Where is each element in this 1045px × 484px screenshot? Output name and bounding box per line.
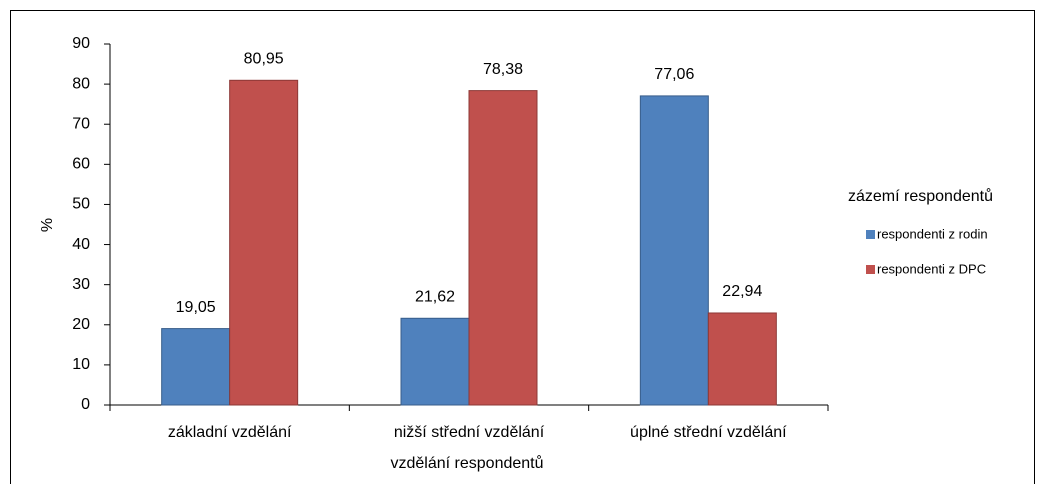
value-label: 22,94: [722, 283, 762, 300]
y-tick-label: 70: [72, 115, 90, 132]
legend-swatch: [866, 230, 875, 239]
x-tick-label: nižší střední vzdělání: [394, 424, 545, 441]
legend-label: respondenti z rodin: [877, 226, 988, 241]
y-tick-label: 80: [72, 75, 90, 92]
y-tick-label: 30: [72, 276, 90, 293]
y-tick-label: 40: [72, 236, 90, 253]
y-tick-label: 10: [72, 356, 90, 373]
bar: [707, 312, 777, 406]
value-label: 77,06: [654, 66, 694, 83]
x-axis-title: vzdělání respondentů: [391, 454, 544, 472]
value-label: 78,38: [483, 61, 523, 78]
y-tick-label: 60: [72, 156, 90, 173]
y-axis-title: %: [39, 218, 56, 232]
y-tick-label: 0: [81, 396, 90, 413]
legend-label: respondenti z DPC: [877, 261, 986, 276]
y-tick-label: 90: [72, 35, 90, 52]
x-tick-label: základní vzdělání: [168, 424, 292, 441]
bar: [639, 95, 709, 406]
x-tick-label: úplné střední vzdělání: [630, 424, 787, 441]
value-label: 80,95: [244, 51, 284, 68]
bar: [400, 317, 470, 406]
legend-title: zázemí respondentů: [848, 187, 993, 205]
legend-swatch: [866, 265, 875, 274]
bar: [229, 79, 299, 406]
bar: [161, 328, 231, 406]
y-tick-label: 20: [72, 316, 90, 333]
value-label: 19,05: [176, 299, 216, 316]
y-tick-label: 50: [72, 196, 90, 213]
bar: [468, 90, 538, 406]
value-label: 21,62: [415, 288, 455, 305]
